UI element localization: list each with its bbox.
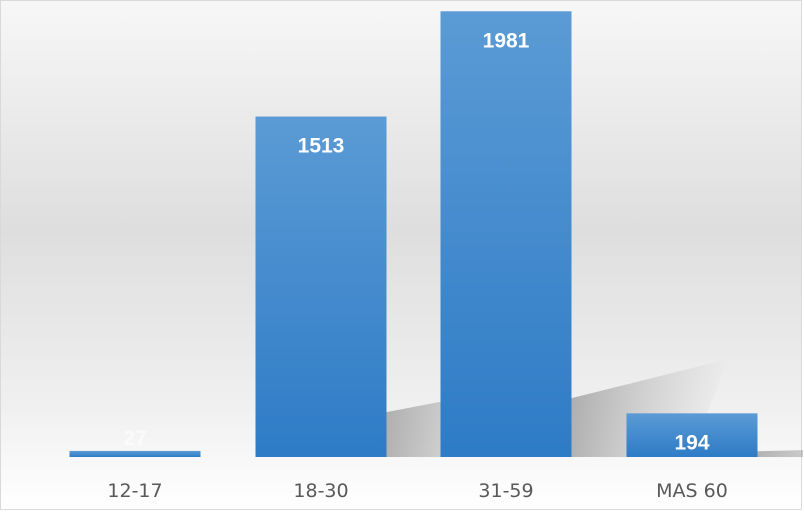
x-tick-label: 31-59 bbox=[478, 480, 533, 502]
bars bbox=[69, 11, 758, 458]
x-tick-label: 12-17 bbox=[107, 480, 162, 502]
data-label: 1981 bbox=[483, 29, 530, 52]
data-label: 27 bbox=[123, 427, 146, 450]
bar-31-59 bbox=[440, 11, 572, 458]
x-tick-label: 18-30 bbox=[293, 480, 348, 502]
data-labels: 27 1513 1981 194 bbox=[123, 29, 710, 454]
bar-mas-60 bbox=[626, 413, 758, 457]
bar-12-17 bbox=[69, 450, 201, 457]
data-label: 194 bbox=[674, 431, 709, 454]
bar-18-30 bbox=[255, 116, 387, 457]
data-label: 1513 bbox=[298, 135, 345, 158]
bar-shadow bbox=[757, 450, 803, 457]
x-axis-tick-labels: 12-17 18-30 31-59 MAS 60 bbox=[107, 480, 727, 502]
x-tick-label: MAS 60 bbox=[656, 480, 728, 502]
